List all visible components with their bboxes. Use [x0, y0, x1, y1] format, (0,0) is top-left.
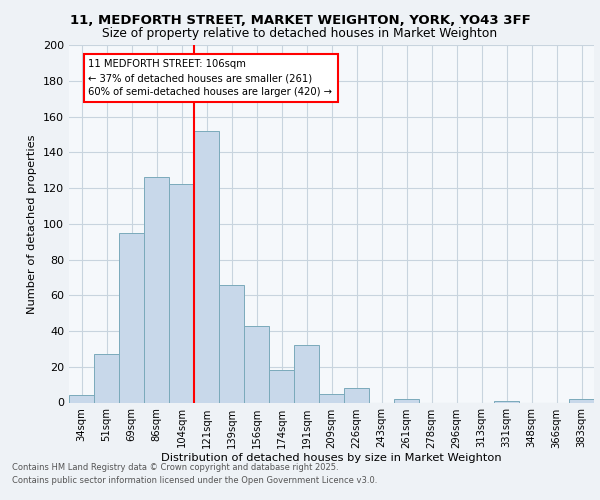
Bar [69, 396, 94, 402]
Bar [269, 370, 294, 402]
Bar [569, 399, 594, 402]
Text: Contains HM Land Registry data © Crown copyright and database right 2025.: Contains HM Land Registry data © Crown c… [12, 464, 338, 472]
Bar [494, 400, 519, 402]
Text: 11, MEDFORTH STREET, MARKET WEIGHTON, YORK, YO43 3FF: 11, MEDFORTH STREET, MARKET WEIGHTON, YO… [70, 14, 530, 27]
Bar [394, 399, 419, 402]
Bar [194, 131, 219, 402]
Text: Contains public sector information licensed under the Open Government Licence v3: Contains public sector information licen… [12, 476, 377, 485]
Bar [319, 394, 344, 402]
Bar [244, 326, 269, 402]
Text: Size of property relative to detached houses in Market Weighton: Size of property relative to detached ho… [103, 28, 497, 40]
Bar [294, 346, 319, 403]
Text: 11 MEDFORTH STREET: 106sqm
← 37% of detached houses are smaller (261)
60% of sem: 11 MEDFORTH STREET: 106sqm ← 37% of deta… [89, 60, 332, 98]
Bar [119, 232, 144, 402]
Bar [94, 354, 119, 403]
X-axis label: Distribution of detached houses by size in Market Weighton: Distribution of detached houses by size … [161, 454, 502, 464]
Bar [344, 388, 369, 402]
Bar [144, 178, 169, 402]
Bar [169, 184, 194, 402]
Bar [219, 284, 244, 403]
Y-axis label: Number of detached properties: Number of detached properties [28, 134, 37, 314]
